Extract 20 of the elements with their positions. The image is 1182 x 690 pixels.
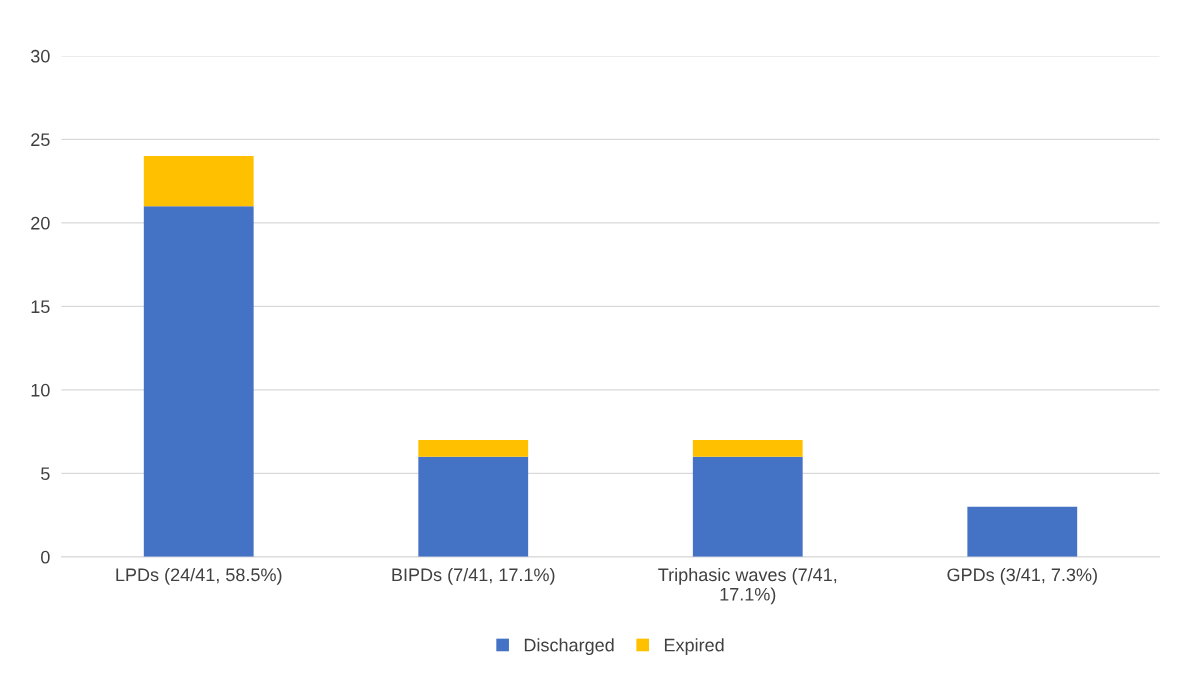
y-tick-label: 10 [31, 383, 50, 397]
x-tick-label: LPDs (24/41, 58.5%) [116, 567, 282, 585]
y-tick-label: 30 [30, 49, 50, 63]
y-tick-label: 0 [41, 550, 50, 564]
bar [418, 456, 529, 557]
x-tick-label: Triphasic waves (7/41, 17.1%) [658, 567, 837, 605]
y-tick-label: 5 [41, 467, 50, 481]
bar [967, 506, 1078, 557]
y-tick-label: 15 [31, 300, 50, 314]
y-tick-label: 25 [31, 133, 50, 147]
x-tick-label: BIPDs (7/41, 17.1%) [392, 567, 555, 585]
bar [692, 439, 803, 457]
legend-label: Expired [664, 638, 724, 656]
bar [418, 439, 529, 457]
y-tick-label: 20 [31, 216, 50, 230]
bar [692, 456, 803, 557]
x-tick-label: GPDs (3/41, 7.3%) [947, 567, 1097, 585]
bar [143, 206, 254, 557]
bar [143, 156, 254, 207]
legend-label: Discharged [524, 638, 614, 656]
